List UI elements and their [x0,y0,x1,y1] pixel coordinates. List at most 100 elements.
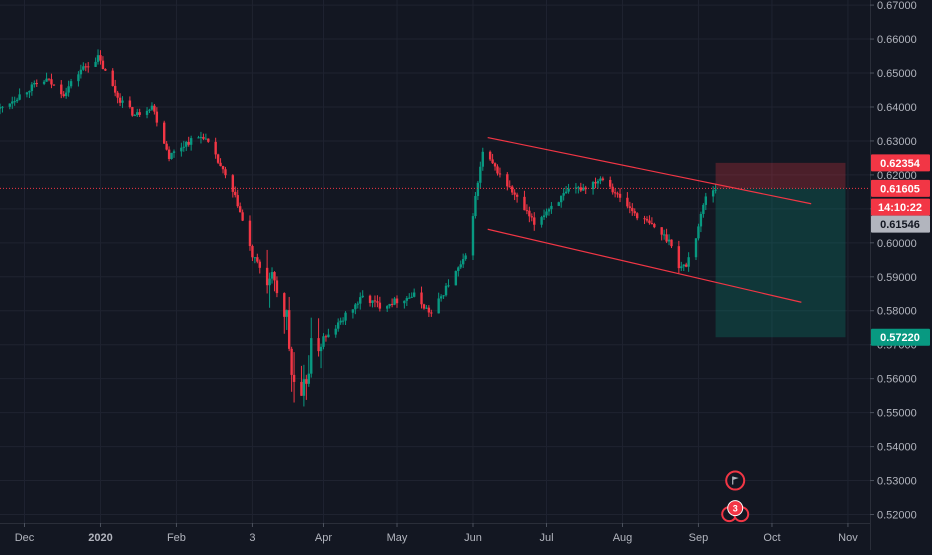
candle-body [660,227,663,235]
candle-body [104,69,107,71]
candle-body [204,138,208,140]
candle-body [334,328,337,335]
flag-event-marker[interactable] [725,470,746,491]
candle-body [479,166,482,183]
candle-body [613,192,617,194]
candle-body [447,285,450,287]
candle-body [35,83,38,85]
candle-body [28,91,31,93]
candle-body [508,186,511,188]
candle-body [47,78,51,80]
candle-body [680,266,683,269]
marker-circle [725,470,746,491]
candle-body [408,297,411,299]
candle-body [594,182,597,184]
candle-body [341,320,345,322]
candle-body [542,215,546,218]
candle-body [393,298,396,305]
x-tick-label: Oct [763,532,780,544]
y-tick-label: 0.52000 [877,510,917,522]
candle-body [50,79,53,85]
y-tick-label: 0.67000 [877,0,917,12]
candle-body [15,99,19,102]
candle-body [403,300,406,304]
candle-body [405,298,409,301]
candle-body [216,154,220,163]
channel-lower[interactable] [487,228,802,303]
candle-body [618,193,622,198]
x-tick-label: Nov [838,532,858,544]
x-tick-label: Dec [15,532,35,544]
candle-body [591,182,595,190]
candle-body [182,146,186,148]
stop-price-label: 0.62354 [871,154,930,172]
time-axis[interactable]: Dec 2020 Feb 3 Apr May Jun Jul Aug Sep Oct Nov [15,523,858,544]
candle-body [390,303,394,305]
candle-body [677,246,681,269]
candle-body [528,210,531,217]
channel-upper[interactable] [487,136,812,205]
y-tick-label: 0.60000 [877,238,917,250]
candle-body [128,100,132,108]
entry-price-label: 0.61546 [871,215,930,233]
candle-body [425,307,428,309]
position-tool[interactable] [715,162,846,338]
candle-body [300,381,303,396]
candle-body [439,296,443,299]
candle-body [167,149,171,159]
candle-body [474,196,477,217]
candle-body [530,216,534,218]
candle-body [172,151,176,153]
x-tick-label: Feb [167,532,186,544]
candle-body [1,106,4,108]
candle-body [87,66,90,68]
candle-body [611,186,614,193]
candle-body [33,83,36,85]
candle-body [665,234,668,242]
label-box [871,328,930,346]
candle-body [84,66,87,68]
candle-body [101,60,105,70]
candle-body [633,211,636,214]
candle-body [373,300,377,302]
label-box [871,215,930,233]
candle-body [412,292,416,297]
candle-body [185,141,188,147]
candle-body [199,136,203,138]
candle-body [368,295,372,303]
x-tick-label: Sep [689,532,709,544]
candle-body [476,182,480,197]
stop-zone[interactable] [715,162,846,189]
candle-body [60,84,63,95]
candle-body [327,334,330,338]
candle-body [219,162,222,167]
candle-body [510,186,514,193]
events-count-marker[interactable]: 3 [721,500,750,523]
candle-body [13,101,16,103]
candle-body [582,187,585,191]
candle-body [131,107,134,116]
candle-body [324,336,328,338]
candle-body [290,348,293,375]
candle-body [62,94,65,97]
candle-body [579,187,583,191]
candle-body [682,264,685,267]
candle-body [388,303,391,307]
candle-body [305,379,308,384]
candle-body [422,304,426,309]
countdown-label: 14:10:22 [871,198,930,216]
candle-body [560,195,563,203]
candle-body [150,105,154,110]
target-zone[interactable] [715,188,846,338]
candle-body [491,159,494,164]
events[interactable]: 3 [721,470,750,523]
x-tick-label: 2020 [88,532,112,544]
candle-body [430,312,433,314]
candle-body [577,187,580,189]
last-price-label: 0.61605 [871,179,930,197]
candle-body [653,224,656,228]
drawings[interactable] [0,136,870,303]
y-tick-label: 0.58000 [877,306,917,318]
